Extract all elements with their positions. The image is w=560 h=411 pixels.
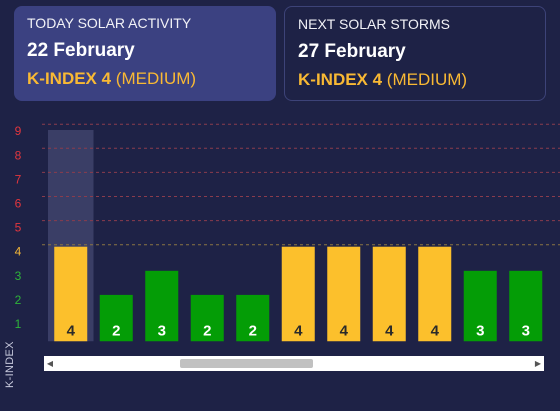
bar-01-mar [372, 246, 406, 342]
bar-value-label: 4 [385, 322, 394, 339]
bar-03-mar [463, 270, 497, 342]
today-k-label: K-INDEX 4 [27, 69, 112, 88]
bar-28-feb [327, 246, 361, 342]
scroll-left-arrow-icon[interactable]: ◀ [46, 359, 54, 368]
today-level: (MEDIUM) [111, 69, 197, 88]
today-date: 22 February [27, 40, 135, 61]
bar-value-label: 2 [112, 322, 120, 339]
today-heading: TODAY SOLAR ACTIVITY [27, 15, 192, 31]
next-k-index: K-INDEX 4 (MEDIUM) [298, 70, 532, 90]
bar-value-label: 2 [203, 322, 211, 339]
today-activity-card: TODAY SOLAR ACTIVITY 22 February K-INDEX… [14, 6, 276, 101]
bar-value-label: 4 [431, 322, 440, 339]
y-tick-7: 7 [15, 172, 22, 186]
bar-24-feb [145, 270, 179, 342]
y-tick-2: 2 [15, 293, 22, 307]
next-level: (MEDIUM) [382, 70, 468, 89]
next-date: 27 February [298, 41, 406, 62]
scroll-thumb[interactable] [180, 359, 313, 368]
bar-25-feb [190, 294, 224, 342]
y-tick-8: 8 [15, 148, 22, 162]
bar-22-feb [54, 246, 88, 342]
next-storm-card: NEXT SOLAR STORMS 27 February K-INDEX 4 … [284, 6, 546, 101]
chart-scrollbar[interactable]: ◀ ▶ [44, 356, 544, 371]
scroll-right-arrow-icon[interactable]: ▶ [534, 359, 542, 368]
bar-value-label: 3 [522, 322, 530, 339]
bar-value-label: 4 [340, 322, 349, 339]
y-tick-9: 9 [15, 124, 22, 138]
bar-value-label: 3 [158, 322, 166, 339]
bar-value-label: 2 [249, 322, 257, 339]
y-axis-label: K-INDEX [4, 341, 16, 388]
bar-value-label: 4 [67, 322, 76, 339]
k-index-chart: 123456789422 Feb223 Feb324 Feb225 Feb226… [15, 123, 560, 342]
bar-23-feb [99, 294, 133, 342]
y-tick-1: 1 [15, 317, 22, 331]
bar-04-mar [509, 270, 543, 342]
bar-27-feb [281, 246, 315, 342]
next-heading: NEXT SOLAR STORMS [298, 16, 450, 32]
bar-value-label: 3 [476, 322, 484, 339]
y-tick-5: 5 [15, 221, 22, 235]
bar-26-feb [236, 294, 270, 342]
today-k-index: K-INDEX 4 (MEDIUM) [27, 69, 263, 89]
y-tick-3: 3 [15, 269, 22, 283]
y-tick-4: 4 [15, 245, 22, 259]
next-k-label: K-INDEX 4 [298, 70, 383, 89]
bar-value-label: 4 [294, 322, 303, 339]
y-tick-6: 6 [15, 197, 22, 211]
bar-02-mar [418, 246, 452, 342]
